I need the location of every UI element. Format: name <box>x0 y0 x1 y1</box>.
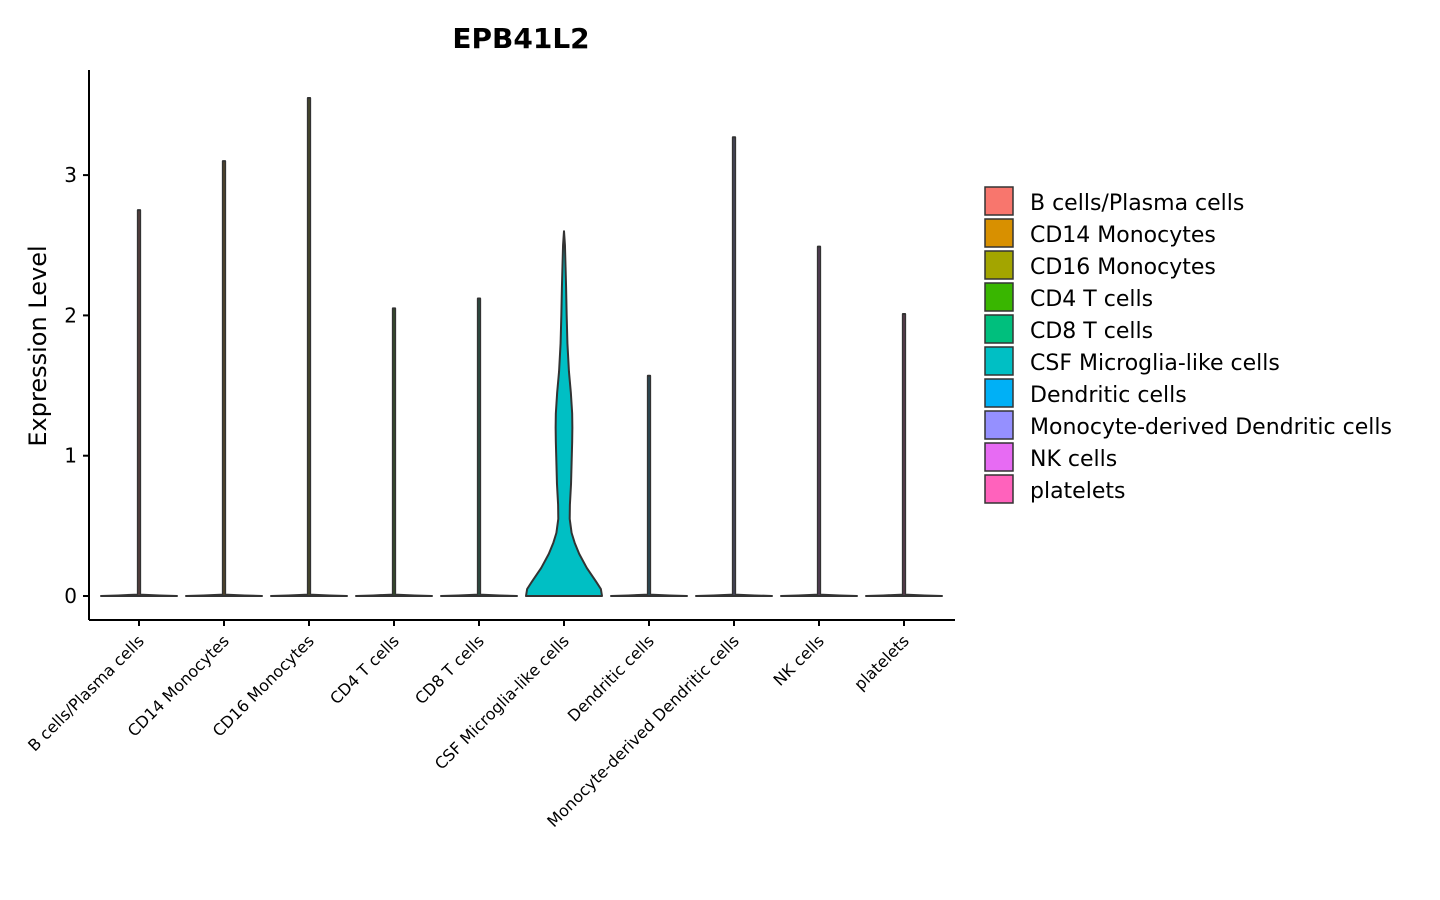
legend-label: B cells/Plasma cells <box>1030 191 1244 216</box>
legend-label: CSF Microglia-like cells <box>1030 351 1280 376</box>
legend-label: platelets <box>1030 479 1125 504</box>
x-tick-label: platelets <box>850 631 913 694</box>
legend-swatch <box>984 186 1014 216</box>
plot-area <box>100 96 943 597</box>
legend-swatch <box>984 218 1014 248</box>
legend-swatch <box>984 410 1014 440</box>
violin-cd8-t-cells <box>440 297 518 597</box>
violin-nk-cells <box>780 245 858 597</box>
x-tick-label: Dendritic cells <box>564 631 658 725</box>
violin-dendritic-cells <box>610 374 688 597</box>
x-tick-label: Monocyte-derived Dendritic cells <box>543 631 743 831</box>
x-tick-label: CD8 T cells <box>411 631 488 708</box>
legend-swatch <box>984 282 1014 312</box>
legend-label: CD16 Monocytes <box>1030 255 1216 280</box>
legend-label: NK cells <box>1030 447 1117 472</box>
legend-swatch <box>984 314 1014 344</box>
y-tick-label: 0 <box>64 584 77 608</box>
legend-label: CD14 Monocytes <box>1030 223 1216 248</box>
legend-label: Monocyte-derived Dendritic cells <box>1030 415 1392 440</box>
legend-swatch <box>984 474 1014 504</box>
violin-cd16-monocytes <box>270 96 348 597</box>
y-axis: 0 1 2 3 <box>64 70 90 620</box>
legend-swatch <box>984 250 1014 280</box>
violin-cd14-monocytes <box>185 160 263 597</box>
y-tick-label: 3 <box>64 163 77 187</box>
legend-swatch <box>984 442 1014 472</box>
legend-label: CD8 T cells <box>1030 319 1153 344</box>
legend-swatch <box>984 346 1014 376</box>
violin-cd4-t-cells <box>355 307 433 597</box>
y-tick-label: 1 <box>64 444 77 468</box>
legend-swatch <box>984 378 1014 408</box>
legend: B cells/Plasma cells CD14 Monocytes CD16 M… <box>984 186 1392 504</box>
x-tick-label: CD4 T cells <box>326 631 403 708</box>
violin-monocyte-derived-dendritic-cells <box>695 136 773 597</box>
violin-b-cells-plasma-cells <box>100 209 178 597</box>
legend-label: Dendritic cells <box>1030 383 1187 408</box>
y-tick-label: 2 <box>64 303 77 327</box>
y-axis-label: Expression Level <box>24 245 52 446</box>
legend-label: CD4 T cells <box>1030 287 1153 312</box>
x-tick-label: B cells/Plasma cells <box>24 631 148 755</box>
violin-csf-microglia-like-cells <box>525 230 603 597</box>
violin-platelets <box>865 313 943 597</box>
x-tick-label: NK cells <box>770 631 828 689</box>
chart-title: EPB41L2 <box>452 22 589 55</box>
